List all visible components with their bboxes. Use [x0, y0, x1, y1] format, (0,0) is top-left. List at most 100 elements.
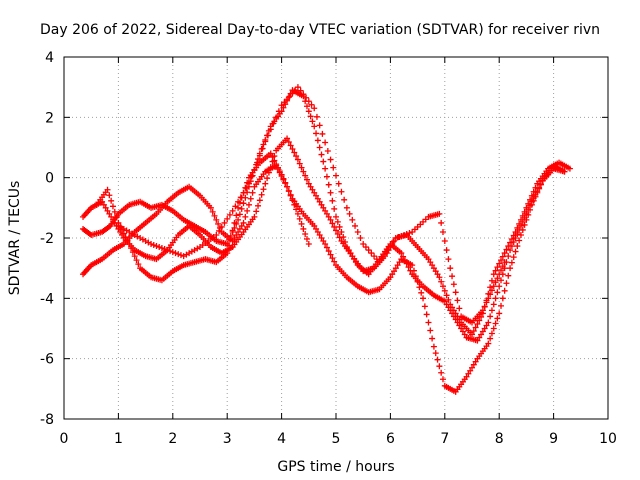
- interpolated-point: [331, 205, 338, 212]
- data-point: [327, 156, 334, 163]
- interpolated-point: [461, 331, 468, 338]
- interpolated-point: [275, 108, 282, 115]
- data-point: [441, 298, 448, 305]
- interpolated-point: [498, 267, 505, 274]
- interpolated-point: [325, 181, 332, 188]
- interpolated-point: [336, 234, 343, 241]
- data-point: [322, 165, 329, 172]
- interpolated-point: [476, 334, 483, 341]
- data-point: [305, 241, 312, 248]
- x-tick-label: 8: [495, 431, 504, 447]
- interpolated-point: [441, 238, 448, 245]
- interpolated-point: [240, 189, 247, 196]
- interpolated-point: [329, 197, 336, 204]
- interpolated-point: [323, 210, 330, 217]
- interpolated-point: [309, 118, 316, 125]
- data-point: [474, 337, 481, 344]
- interpolated-point: [414, 278, 421, 285]
- interpolated-point: [325, 248, 332, 255]
- interpolated-point: [430, 265, 437, 272]
- interpolated-point: [161, 246, 168, 253]
- data-point: [398, 250, 405, 257]
- interpolated-point: [273, 161, 280, 168]
- interpolated-point: [492, 279, 499, 286]
- interpolated-point: [354, 228, 361, 235]
- interpolated-point: [153, 243, 160, 250]
- interpolated-point: [496, 260, 503, 267]
- interpolated-point: [238, 222, 245, 229]
- data-point: [447, 265, 454, 272]
- x-tick-label: 6: [386, 431, 395, 447]
- data-point: [485, 319, 492, 326]
- interpolated-point: [532, 184, 539, 191]
- interpolated-point: [316, 231, 323, 238]
- interpolated-point: [296, 215, 303, 222]
- interpolated-point: [488, 330, 495, 337]
- interpolated-point: [450, 281, 457, 288]
- interpolated-point: [172, 250, 179, 257]
- interpolated-point: [412, 273, 419, 280]
- interpolated-point: [452, 289, 459, 296]
- interpolated-point: [503, 246, 510, 253]
- interpolated-point: [521, 221, 528, 228]
- interpolated-point: [478, 331, 485, 338]
- interpolated-point: [510, 254, 517, 261]
- interpolated-point: [488, 287, 495, 294]
- interpolated-point: [429, 335, 436, 342]
- data-point: [229, 207, 236, 214]
- interpolated-point: [470, 328, 477, 335]
- interpolated-point: [331, 223, 338, 230]
- data-point: [207, 204, 214, 211]
- interpolated-point: [427, 327, 434, 334]
- interpolated-point: [111, 208, 118, 215]
- interpolated-point: [318, 151, 325, 158]
- data-point: [343, 204, 350, 211]
- interpolated-point: [236, 211, 243, 218]
- interpolated-point: [352, 222, 359, 229]
- interpolated-point: [390, 239, 397, 246]
- interpolated-point: [211, 212, 218, 219]
- data-point: [311, 105, 318, 112]
- interpolated-point: [305, 108, 312, 115]
- interpolated-point: [443, 292, 450, 299]
- interpolated-point: [434, 356, 441, 363]
- interpolated-point: [410, 267, 417, 274]
- interpolated-point: [341, 196, 348, 203]
- interpolated-point: [251, 166, 258, 173]
- interpolated-point: [338, 228, 345, 235]
- interpolated-point: [236, 225, 243, 232]
- data-point: [311, 123, 318, 130]
- data-point: [235, 216, 242, 223]
- interpolated-point: [346, 210, 353, 217]
- interpolated-point: [300, 225, 307, 232]
- interpolated-point: [129, 249, 136, 256]
- interpolated-point: [445, 296, 452, 303]
- interpolated-point: [492, 267, 499, 274]
- interpolated-point: [285, 187, 292, 194]
- interpolated-point: [300, 91, 307, 98]
- interpolated-point: [256, 152, 263, 159]
- interpolated-point: [322, 207, 329, 214]
- data-point: [392, 235, 399, 241]
- interpolated-point: [255, 156, 262, 163]
- interpolated-point: [287, 142, 294, 149]
- interpolated-point: [362, 244, 369, 251]
- interpolated-point: [102, 204, 109, 211]
- interpolated-point: [472, 324, 479, 331]
- interpolated-point: [379, 255, 386, 262]
- interpolated-point: [313, 113, 320, 120]
- data-point: [387, 274, 394, 281]
- interpolated-point: [395, 233, 402, 240]
- interpolated-point: [494, 264, 501, 271]
- data-point: [327, 216, 334, 223]
- interpolated-point: [458, 325, 465, 332]
- interpolated-point: [456, 305, 463, 312]
- interpolated-point: [216, 227, 223, 234]
- interpolated-point: [438, 219, 445, 226]
- data-point: [109, 216, 116, 223]
- interpolated-point: [459, 328, 466, 335]
- interpolated-point: [104, 207, 111, 214]
- data-point: [294, 210, 301, 217]
- y-tick-label: -4: [40, 291, 54, 307]
